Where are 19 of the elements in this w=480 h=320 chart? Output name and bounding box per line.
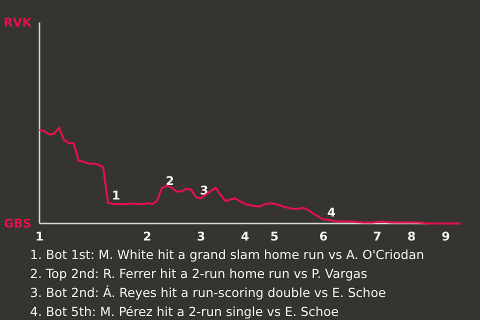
text: 2. Top 2nd: R. Ferrer hit a 2-run home run vs P. Vargas <box>30 266 368 281</box>
text: 3. Bot 2nd: Á. Reyes hit a run-scoring double vs E. Schoe <box>30 285 386 300</box>
annotation: 1 <box>112 188 120 203</box>
annotation: 4 <box>327 206 336 220</box>
text: 4. Bot 5th: M. Pérez hit a 2-run single vs E. Schoe <box>30 304 339 319</box>
annotation: 3 <box>200 183 208 198</box>
x-tick-label: 3 <box>196 230 206 244</box>
x-tick-label: 8 <box>407 230 416 244</box>
x-tick-label: 9 <box>442 230 450 244</box>
text: 1. Bot 1st: M. White hit a grand slam home run vs A. O'Criodan <box>30 247 424 262</box>
x-tick-label: 1 <box>35 230 44 244</box>
x-tick-label: 4 <box>240 230 250 244</box>
annotation: 2 <box>166 174 174 188</box>
x-tick-label: 7 <box>373 230 382 244</box>
text: GBS <box>4 216 32 230</box>
x-tick-label: 2 <box>143 230 152 244</box>
x-tick-label: 6 <box>319 230 328 244</box>
x-tick-label: 5 <box>270 230 279 244</box>
text: RVK <box>4 16 32 30</box>
